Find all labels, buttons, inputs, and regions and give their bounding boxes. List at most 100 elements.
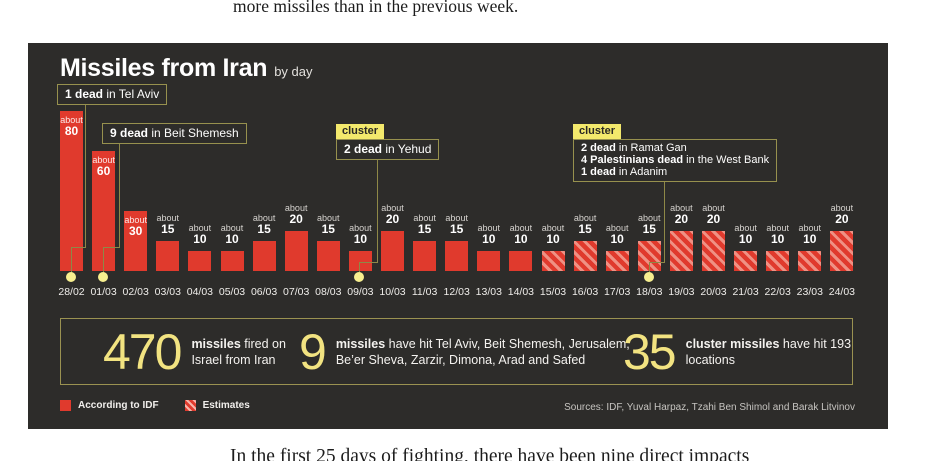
bar-value-label: about 80 xyxy=(55,115,88,138)
about-label: about xyxy=(766,223,789,233)
bar-value-label: about 10 xyxy=(216,223,249,246)
x-axis-label: 10/03 xyxy=(379,286,406,298)
x-axis-label: 24/03 xyxy=(828,286,856,298)
summary-rest: fired on Israel from Iran xyxy=(191,336,286,367)
bar xyxy=(124,211,148,271)
about-label: about xyxy=(830,203,854,213)
annotation-line: 1 dead in Adanim xyxy=(581,166,769,178)
value-label: 15 xyxy=(257,222,271,236)
about-label: about xyxy=(734,223,757,233)
summary-rest: have hit Tel Aviv, Beit Shemesh, Jerusal… xyxy=(335,336,630,367)
summary-text: missiles fired on Israel from Iran xyxy=(191,336,303,368)
about-label: about xyxy=(541,223,565,233)
x-axis-label: 08/03 xyxy=(315,286,342,298)
about-label: about xyxy=(445,213,468,223)
x-axis-label: 03/03 xyxy=(154,286,181,298)
bar-estimate xyxy=(541,251,565,271)
annotation-rest: in the West Bank xyxy=(683,154,770,166)
summary-text: cluster missiles have hit 193 locations xyxy=(686,336,876,368)
bar-value-label: about 15 xyxy=(312,213,345,236)
about-label: about xyxy=(638,213,661,223)
bar-value-label: about 10 xyxy=(761,223,794,246)
connector-line xyxy=(649,262,664,263)
bar-value-label: about 15 xyxy=(151,213,184,236)
annotation-rest: in Tel Aviv xyxy=(103,87,160,101)
about-label: about xyxy=(509,223,533,233)
annotation-bold: 4 Palestinians dead xyxy=(581,154,684,166)
bar-value-label: about 30 xyxy=(119,215,152,238)
summary-number: 470 xyxy=(103,323,182,380)
legend: According to IDF Estimates xyxy=(60,400,250,411)
annotation-ramat-gan: 2 dead in Ramat Gan 4 Palestinians dead … xyxy=(573,139,778,182)
about-label: about xyxy=(284,203,308,213)
value-label: 10 xyxy=(738,232,753,246)
bar-value-label: about 20 xyxy=(825,203,858,226)
annotation-bold: 2 dead xyxy=(344,142,383,156)
bar xyxy=(445,241,469,271)
bar xyxy=(156,241,180,271)
x-axis-label: 13/03 xyxy=(475,286,502,298)
x-axis-label: 04/03 xyxy=(186,286,214,298)
x-axis-label: 28/02 xyxy=(58,286,85,298)
bar-value-label: about 20 xyxy=(376,203,409,226)
bar-estimate xyxy=(702,231,725,271)
hatch-swatch-icon xyxy=(184,400,196,411)
bar xyxy=(477,251,501,271)
x-axis-label: 06/03 xyxy=(250,286,278,298)
connector-line xyxy=(103,247,120,248)
event-dot xyxy=(644,272,654,282)
value-label: 10 xyxy=(482,232,496,246)
value-label: 10 xyxy=(771,232,785,246)
bar xyxy=(316,241,340,271)
legend-item-estimates: Estimates xyxy=(184,400,250,411)
value-label: 15 xyxy=(321,222,335,236)
about-label: about xyxy=(220,223,244,233)
x-axis-label: 22/03 xyxy=(764,286,791,298)
bar-estimate xyxy=(669,231,693,271)
bar-estimate xyxy=(734,251,758,271)
bar-value-label: about 10 xyxy=(601,223,634,246)
summary-total-missiles: 470 missiles fired on Israel from Iran xyxy=(103,327,303,377)
bar-estimate xyxy=(637,241,661,271)
value-label: 10 xyxy=(514,232,528,246)
bar xyxy=(188,251,212,271)
article-text-top: more missiles than in the previous week. xyxy=(233,0,519,16)
bar xyxy=(92,151,116,271)
value-label: 20 xyxy=(385,212,400,226)
bar xyxy=(509,251,533,271)
bar-estimate xyxy=(766,251,790,271)
annotation-rest: in Beit Shemesh xyxy=(148,126,239,140)
bar xyxy=(252,241,276,271)
summary-rest: have hit 193 locations xyxy=(685,336,852,367)
value-label: 10 xyxy=(546,232,560,246)
x-axis-label: 14/03 xyxy=(507,286,535,298)
annotation-rest: in Yehud xyxy=(382,142,432,156)
summary-bold: missiles xyxy=(191,336,241,351)
cluster-tag: cluster xyxy=(336,124,385,140)
about-label: about xyxy=(252,213,276,223)
about-label: about xyxy=(477,223,501,233)
chart-subtitle: by day xyxy=(274,64,313,79)
solid-swatch-icon xyxy=(60,400,71,411)
connector-line xyxy=(103,247,104,274)
about-label: about xyxy=(188,223,212,233)
connector-line xyxy=(359,262,360,274)
event-dot xyxy=(66,272,76,282)
bar-value-label: about 10 xyxy=(183,223,216,246)
summary-text: missiles have hit Tel Aviv, Beit Shemesh… xyxy=(336,336,638,368)
value-label: 15 xyxy=(161,222,175,236)
about-label: about xyxy=(92,155,115,165)
annotation-rest: in Ramat Gan xyxy=(615,142,687,154)
x-axis-label: 12/03 xyxy=(443,286,470,298)
cluster-tag: cluster xyxy=(573,124,622,140)
about-label: about xyxy=(798,223,822,233)
connector-line xyxy=(664,176,665,263)
value-label: 15 xyxy=(417,222,432,236)
value-label: 20 xyxy=(289,212,303,226)
chart-title: Missiles from Iran by day xyxy=(60,54,313,83)
x-axis-label: 07/03 xyxy=(283,286,310,298)
bar-value-label: about 60 xyxy=(87,155,120,178)
value-label: 10 xyxy=(225,232,239,246)
about-label: about xyxy=(413,213,436,223)
bar-value-label: about 10 xyxy=(729,223,762,246)
